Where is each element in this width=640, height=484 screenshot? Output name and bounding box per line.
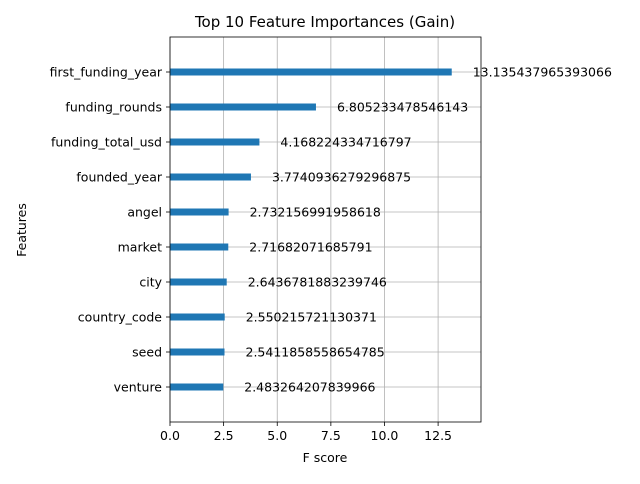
y-tick-label-venture: venture [114, 380, 163, 395]
value-label-funding_total_usd: 4.168224334716797 [280, 135, 411, 150]
y-tick-label-country_code: country_code [78, 310, 163, 325]
x-tick-label: 5.0 [267, 428, 287, 443]
chart-title: Top 10 Feature Importances (Gain) [194, 13, 455, 31]
value-label-country_code: 2.550215721130371 [246, 310, 377, 325]
y-tick-label-funding_rounds: funding_rounds [65, 100, 162, 115]
bar-funding_total_usd [170, 138, 260, 146]
grid-layer [169, 37, 481, 422]
value-label-founded_year: 3.7740936279296875 [272, 170, 411, 185]
value-label-seed: 2.5411858558654785 [246, 345, 385, 360]
bar-city [170, 278, 227, 286]
axis-layer: first_funding_year funding_rounds funding_… [50, 36, 482, 443]
value-label-market: 2.71682071685791 [249, 240, 372, 255]
value-label-city: 2.6436781883239746 [248, 275, 387, 290]
y-tick-label-seed: seed [132, 345, 162, 360]
plot-frame [169, 36, 482, 423]
value-label-first_funding_year: 13.135437965393066 [473, 65, 612, 80]
y-tick-label-funding_total_usd: funding_total_usd [51, 135, 162, 150]
value-label-layer: 13.135437965393066 6.805233478546143 4.168… [244, 65, 612, 395]
value-label-funding_rounds: 6.805233478546143 [337, 100, 468, 115]
bar-seed [170, 348, 225, 356]
x-tick-label: 12.5 [424, 428, 452, 443]
value-label-venture: 2.483264207839966 [244, 380, 375, 395]
y-tick-label-first_funding_year: first_funding_year [50, 65, 163, 80]
bar-venture [170, 383, 224, 391]
bar-first_funding_year [170, 68, 452, 76]
bar-angel [170, 208, 229, 216]
x-tick-label: 0.0 [160, 428, 180, 443]
bar-founded_year [170, 173, 251, 181]
y-axis-title: Features [14, 203, 29, 257]
x-tick-label: 7.5 [321, 428, 341, 443]
y-tick-label-angel: angel [127, 205, 162, 220]
y-tick-label-city: city [139, 275, 162, 290]
bar-funding_rounds [170, 103, 316, 111]
y-tick-label-market: market [118, 240, 162, 255]
x-axis-title: F score [303, 450, 348, 465]
bar-country_code [170, 313, 225, 321]
x-tick-label: 10.0 [371, 428, 399, 443]
x-tick-label: 2.5 [214, 428, 234, 443]
y-tick-label-founded_year: founded_year [76, 170, 162, 185]
value-label-angel: 2.732156991958618 [250, 205, 381, 220]
bar-layer [170, 68, 452, 391]
bar-market [170, 243, 229, 251]
